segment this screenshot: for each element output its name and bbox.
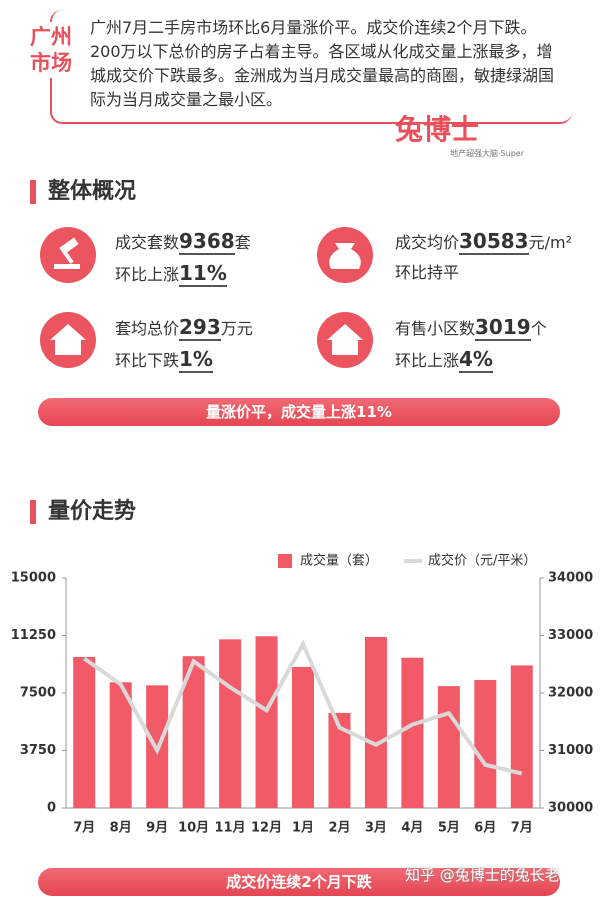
- stat-change: 11%: [179, 261, 227, 287]
- bar: [255, 636, 278, 808]
- stat-change-label: 环比上涨: [395, 351, 460, 370]
- legend-swatch: [278, 554, 292, 568]
- icons: [40, 227, 373, 368]
- city-line: 市场: [30, 51, 72, 75]
- stat-value: 3019: [475, 315, 531, 341]
- stat: 套均总价293万元 环比下跌1%: [115, 312, 253, 376]
- x-tick-label: 5月: [438, 821, 460, 836]
- stat-line: 有售小区数3019个: [395, 312, 547, 344]
- y2-tick-label: 32000: [548, 686, 593, 701]
- bar: [109, 682, 132, 808]
- x-tick-label: 2月: [328, 821, 350, 836]
- bar: [510, 665, 533, 808]
- line: [83, 639, 523, 776]
- x-tick-label: 8月: [110, 821, 132, 836]
- logo-tagline: 地产超强大脑·Super: [450, 149, 524, 158]
- banner: 量涨价平，成交量上涨11%: [38, 398, 560, 426]
- y-tick-label: 15000: [11, 571, 56, 586]
- bar: [219, 639, 242, 808]
- stat-label: 成交均价: [395, 233, 460, 252]
- x-tick-label: 3月: [365, 821, 387, 836]
- banner: 成交价连续2个月下跌: [38, 868, 560, 896]
- stat-line: 环比上涨11%: [115, 258, 251, 290]
- stat-label: 成交套数: [115, 233, 180, 252]
- chart: 0 3750 7500 11250 15000 30000 31000 32000 33000 3…: [11, 553, 593, 836]
- stat-line: 环比下跌1%: [115, 344, 253, 376]
- city-label: 广州 市场: [28, 22, 74, 78]
- x-tick-label: 11月: [215, 821, 246, 836]
- bar: [401, 657, 424, 808]
- stat-change-label: 环比持平: [395, 263, 460, 282]
- y2-tick-label: 34000: [548, 571, 593, 586]
- stat-line: 成交均价30583元/m²: [395, 226, 572, 258]
- icon-glyph: [50, 237, 363, 355]
- bar: [73, 656, 96, 808]
- x-tick-label: 7月: [73, 821, 95, 836]
- x-tick-label: 10月: [178, 821, 209, 836]
- bar: [437, 686, 460, 808]
- y-tick-label: 11250: [11, 628, 56, 643]
- stat-line: 套均总价293万元: [115, 312, 253, 344]
- city-line: 广州: [30, 25, 72, 49]
- stat-line: 环比持平: [395, 258, 572, 288]
- watermark: 知乎 @兔博士的兔长老: [405, 866, 560, 884]
- bar: [328, 712, 351, 808]
- stat-change: 4%: [459, 347, 493, 373]
- y2-tick-label: 31000: [548, 743, 593, 758]
- stat: 成交均价30583元/m² 环比持平: [395, 226, 572, 288]
- stat-value: 30583: [459, 229, 529, 255]
- x-tick-label: 7月: [511, 821, 533, 836]
- bar: [292, 666, 314, 808]
- y2-tick-label: 30000: [548, 801, 593, 816]
- stat: 有售小区数3019个 环比上涨4%: [395, 312, 547, 376]
- x-tick-label: 12月: [251, 821, 282, 836]
- section-title: 量价走势: [30, 500, 136, 524]
- stat-change: 1%: [179, 347, 213, 373]
- x-tick-label: 6月: [474, 821, 496, 836]
- section-title: 整体概况: [30, 180, 136, 204]
- x-tick-label: 4月: [401, 821, 423, 836]
- bar: [364, 637, 387, 808]
- stat-change-label: 环比上涨: [115, 265, 180, 284]
- stat-label: 套均总价: [115, 319, 180, 338]
- stat-unit: 套: [234, 233, 251, 252]
- stat-line: 成交套数9368套: [115, 226, 251, 258]
- x-tick-label: 1月: [292, 821, 314, 836]
- y-tick-label: 7500: [20, 686, 56, 701]
- header-text: 广州7月二手房市场环比6月量涨价平。成交价连续2个月下跌。200万以下总价的房子…: [90, 18, 555, 109]
- legend-label: 成交量（套）: [300, 553, 378, 569]
- logo: 兔博士: [395, 113, 480, 146]
- legend-label: 成交价（元/平米）: [428, 553, 536, 569]
- stat-unit: 个: [530, 319, 547, 338]
- stat-change-label: 环比下跌: [115, 351, 180, 370]
- stat: 成交套数9368套 环比上涨11%: [115, 226, 251, 290]
- stat-line: 环比上涨4%: [395, 344, 547, 376]
- stat-value: 9368: [179, 229, 235, 255]
- stat-unit: 万元: [220, 319, 253, 338]
- y-tick-label: 3750: [20, 743, 56, 758]
- stat-value: 293: [179, 315, 221, 341]
- bar: [474, 679, 497, 808]
- bar: [182, 656, 205, 808]
- stat-unit: 元/m²: [528, 233, 573, 252]
- stat-label: 有售小区数: [395, 319, 476, 338]
- y2-tick-label: 33000: [548, 628, 593, 643]
- y-tick-label: 0: [47, 801, 56, 816]
- x-tick-label: 9月: [146, 821, 168, 836]
